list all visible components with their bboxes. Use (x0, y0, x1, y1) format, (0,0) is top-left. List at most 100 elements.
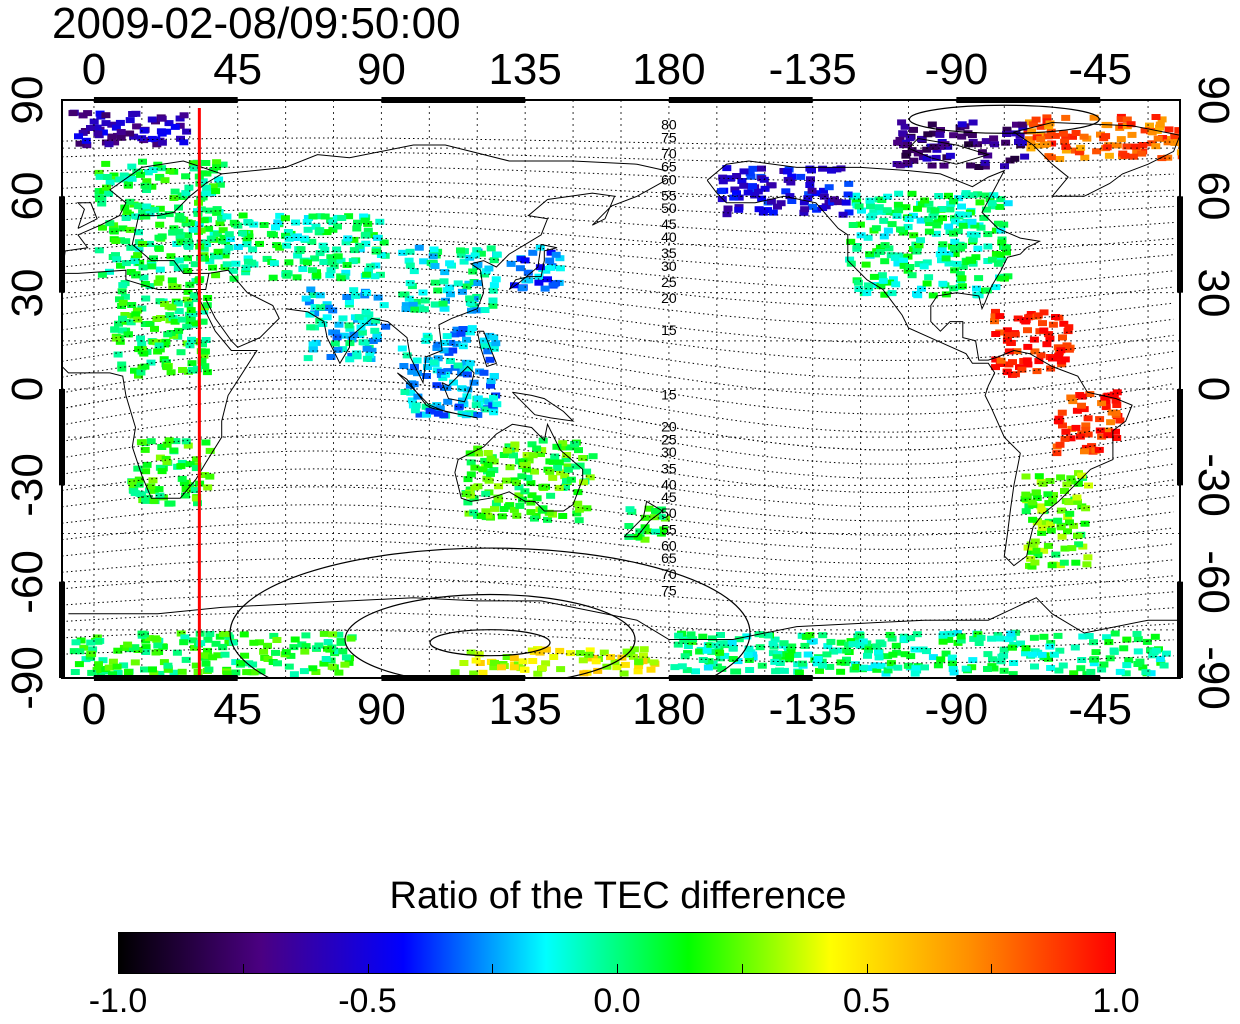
tec-cell (540, 285, 550, 292)
coastline (62, 289, 258, 499)
tec-cell (1038, 480, 1048, 487)
magnetic-contour-line (62, 137, 1174, 146)
tec-cell (875, 639, 885, 646)
tec-cell (929, 130, 939, 137)
tec-cell (140, 446, 150, 453)
tec-cell (518, 285, 528, 291)
magnetic-contour-line (62, 165, 1174, 182)
tec-cell (376, 252, 386, 258)
tec-cell (121, 238, 131, 245)
tec-cell (160, 301, 170, 307)
tec-cell (711, 642, 721, 649)
tec-cell (308, 341, 318, 348)
tec-cell (983, 152, 993, 159)
tec-cell (552, 443, 562, 450)
tec-cell (74, 133, 83, 140)
tec-cell (912, 290, 921, 297)
tec-cell (534, 279, 544, 286)
tec-cell (866, 665, 875, 672)
tec-cell (275, 244, 285, 251)
tec-cell (444, 349, 454, 356)
tec-cell (330, 340, 340, 347)
tec-cell (1111, 409, 1121, 416)
magnetic-contour-line (62, 611, 1174, 636)
tec-cell (476, 250, 486, 257)
tec-region (1022, 113, 1180, 162)
tec-cell (1048, 321, 1058, 328)
tec-cell (201, 190, 211, 197)
tec-cell (987, 635, 997, 642)
tec-cell (410, 306, 420, 313)
tec-cell (222, 213, 232, 220)
tec-cell (470, 484, 480, 491)
tec-cell (136, 335, 145, 342)
magnetic-contour-line (62, 208, 1174, 236)
tec-cell (983, 666, 992, 672)
tec-cell (111, 238, 121, 244)
tec-cell (770, 636, 780, 643)
tec-cell (488, 287, 498, 294)
tec-cell (361, 240, 371, 247)
tec-cell (1064, 324, 1074, 331)
tec-cell (109, 176, 119, 182)
tec-cell (467, 325, 477, 332)
tec-cell (301, 295, 311, 302)
tec-cell (768, 640, 778, 647)
colorbar-minor-tick (242, 964, 244, 974)
tec-cell (471, 657, 481, 664)
contour-label: 55 (661, 521, 677, 537)
tec-cell (991, 308, 1000, 315)
tec-cell (527, 441, 537, 448)
tec-cell (479, 397, 489, 404)
tec-cell (1037, 524, 1047, 531)
tec-cell (1037, 651, 1047, 658)
tec-region (127, 437, 215, 507)
tec-cell (938, 215, 947, 222)
coastline (1012, 121, 1180, 197)
tec-cell (211, 640, 221, 647)
tec-cell (727, 639, 737, 646)
contour-label: 15 (661, 386, 677, 402)
tec-cell (464, 365, 474, 372)
tec-cell (167, 304, 177, 311)
frame-bar (59, 196, 65, 293)
tec-cell (824, 184, 834, 191)
tec-cell (1174, 127, 1180, 134)
tec-cell (1046, 365, 1056, 372)
tec-cell (502, 654, 512, 660)
tec-cell (213, 253, 223, 260)
tec-cell (499, 452, 509, 458)
tec-cell (1052, 450, 1062, 457)
tec-cell (371, 317, 381, 324)
tec-cell (914, 261, 924, 268)
tec-cell (176, 630, 186, 637)
tec-cell (132, 168, 142, 175)
tec-cell (1094, 446, 1104, 453)
tec-cell (1064, 346, 1074, 353)
tec-cell (556, 469, 566, 476)
tec-cell (722, 211, 732, 218)
tec-cell (186, 220, 196, 227)
contour-label: 65 (661, 158, 677, 174)
tec-cell (125, 117, 135, 124)
tec-cell (963, 130, 973, 137)
tec-cell (133, 203, 143, 210)
tec-cell (1033, 552, 1043, 559)
tec-cell (579, 479, 588, 486)
tec-cell (976, 634, 986, 641)
tec-cell (149, 497, 159, 504)
tec-cell (588, 654, 598, 661)
tec-cell (874, 649, 883, 656)
tec-cell (156, 315, 166, 321)
tec-cell (546, 264, 556, 271)
tec-cell (999, 652, 1009, 659)
tec-cell (360, 339, 370, 346)
tec-cell (289, 644, 299, 651)
magnetic-contour-line (62, 307, 1174, 361)
tec-cell (181, 173, 191, 180)
tec-cell (191, 465, 201, 472)
colorbar-title: Ratio of the TEC difference (389, 875, 847, 917)
tec-cell (185, 342, 195, 349)
tec-cell (305, 311, 315, 318)
tec-cell (433, 410, 443, 417)
